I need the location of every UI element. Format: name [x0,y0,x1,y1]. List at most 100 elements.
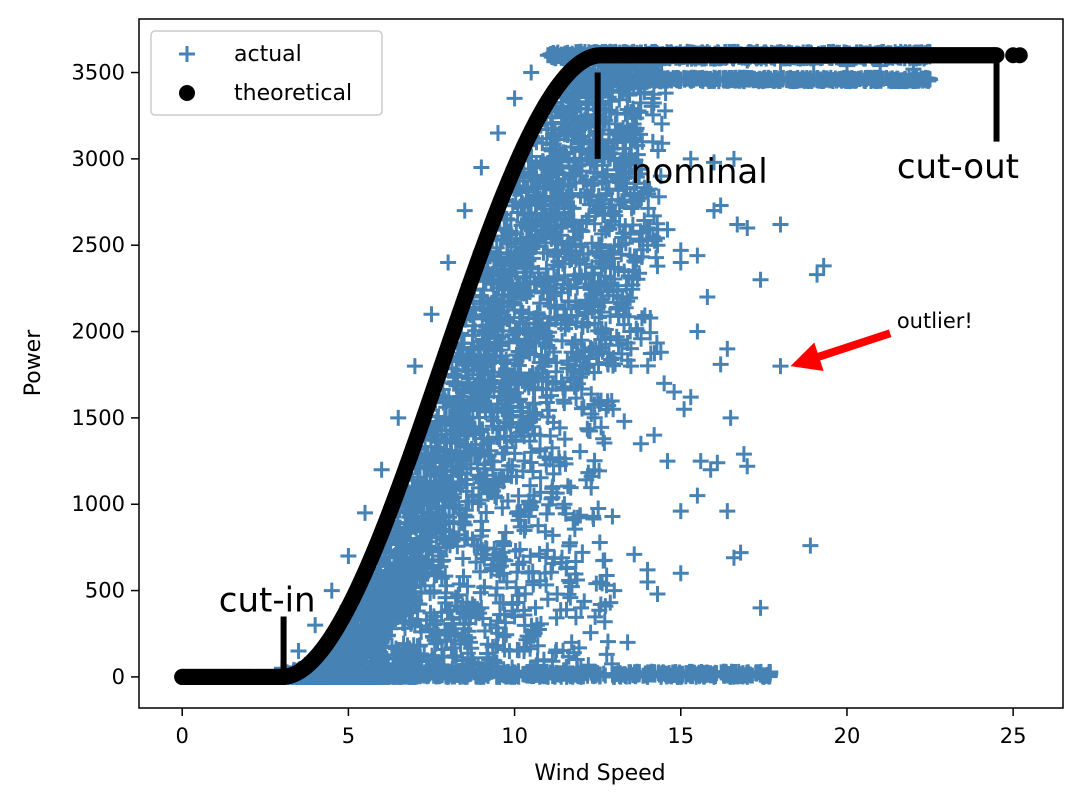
data-point-actual [411,481,428,498]
data-point-actual [531,354,548,371]
data-point-actual [554,146,571,163]
data-point-actual [586,266,603,283]
data-point-actual [445,615,462,632]
data-point-actual [496,606,513,623]
data-point-actual [625,192,642,209]
data-point-actual [580,245,597,262]
data-point-actual [509,204,526,221]
data-point-actual [460,493,477,510]
data-point-actual [561,534,578,551]
data-point-actual [496,534,513,551]
data-point-actual [368,600,385,617]
data-point-actual [472,338,489,355]
data-point-actual [550,258,567,275]
data-point-actual [571,93,588,110]
data-point-actual [390,641,407,658]
data-point-actual [483,274,500,291]
data-point-actual [579,316,596,333]
data-point-actual [556,195,573,212]
data-point-actual [574,361,591,378]
data-point-actual [538,273,555,290]
data-point-actual [520,508,537,525]
data-point-actual [596,613,613,630]
data-point-actual [467,440,484,457]
data-point-actual [603,213,620,230]
data-point-actual [527,366,544,383]
data-point-actual [532,442,549,459]
data-point-actual [545,414,562,431]
data-point-actual [609,282,626,299]
data-point-actual [636,179,653,196]
data-point-actual [519,179,536,196]
data-point-actual [525,169,542,186]
data-point-actual [581,296,598,313]
data-point-actual [501,265,518,282]
data-point-actual [548,354,565,371]
data-point-actual [591,309,608,326]
data-point-actual [395,550,412,567]
data-point-actual [596,206,613,223]
data-point-actual [554,332,571,349]
data-point-actual [508,346,525,363]
data-point-actual [565,232,582,249]
data-point-actual [495,414,512,431]
data-point-actual [450,586,467,603]
data-point-actual [498,235,515,252]
data-point-actual [626,248,643,265]
data-point-actual [421,511,438,528]
data-point-actual [497,524,514,541]
data-point-actual [385,599,402,616]
data-point-actual [639,357,656,374]
data-point-actual [548,641,565,658]
data-point-actual [476,395,493,412]
data-point-actual [648,335,665,352]
data-point-actual [549,585,566,602]
data-point-actual [476,578,493,595]
data-point-actual [428,612,445,629]
data-point-actual [447,589,464,606]
data-point-actual [427,566,444,583]
data-point-actual [498,573,515,590]
data-point-actual [541,451,558,468]
data-point-actual [583,187,600,204]
data-point-actual [409,513,426,530]
data-point-actual [499,376,516,393]
data-point-actual [625,268,642,285]
data-point-actual [332,641,349,658]
data-point-actual [485,550,502,567]
data-point-actual [564,336,581,353]
data-point-actual [480,447,497,464]
data-point-actual [460,623,477,640]
data-point-actual [576,341,593,358]
data-point-actual [393,566,410,583]
data-point-actual [544,439,561,456]
data-point-actual [435,394,452,411]
data-point-actual [649,258,666,275]
data-point-actual [416,577,433,594]
data-point-actual [484,319,501,336]
data-point-actual [436,392,453,409]
data-point-actual [592,596,609,613]
data-point-actual [636,212,653,229]
data-point-actual [479,482,496,499]
data-point-actual [595,430,612,447]
data-point-actual [566,521,583,538]
data-point-actual [510,487,527,504]
data-point-actual [517,666,534,683]
data-point-actual [557,245,574,262]
data-point-actual [507,433,524,450]
data-point-actual [585,461,602,478]
data-point-actual [411,596,428,613]
data-point-actual [415,554,432,571]
data-point-actual [571,507,588,524]
data-point-actual [501,457,518,474]
data-point-actual [441,499,458,516]
data-point-actual [574,544,591,561]
data-point-actual [594,343,611,360]
data-point-actual [531,230,548,247]
data-point-actual [553,186,570,203]
data-point-actual [604,508,621,525]
data-point-actual [580,422,597,439]
data-point-actual [403,645,420,662]
data-point-actual [553,49,570,66]
